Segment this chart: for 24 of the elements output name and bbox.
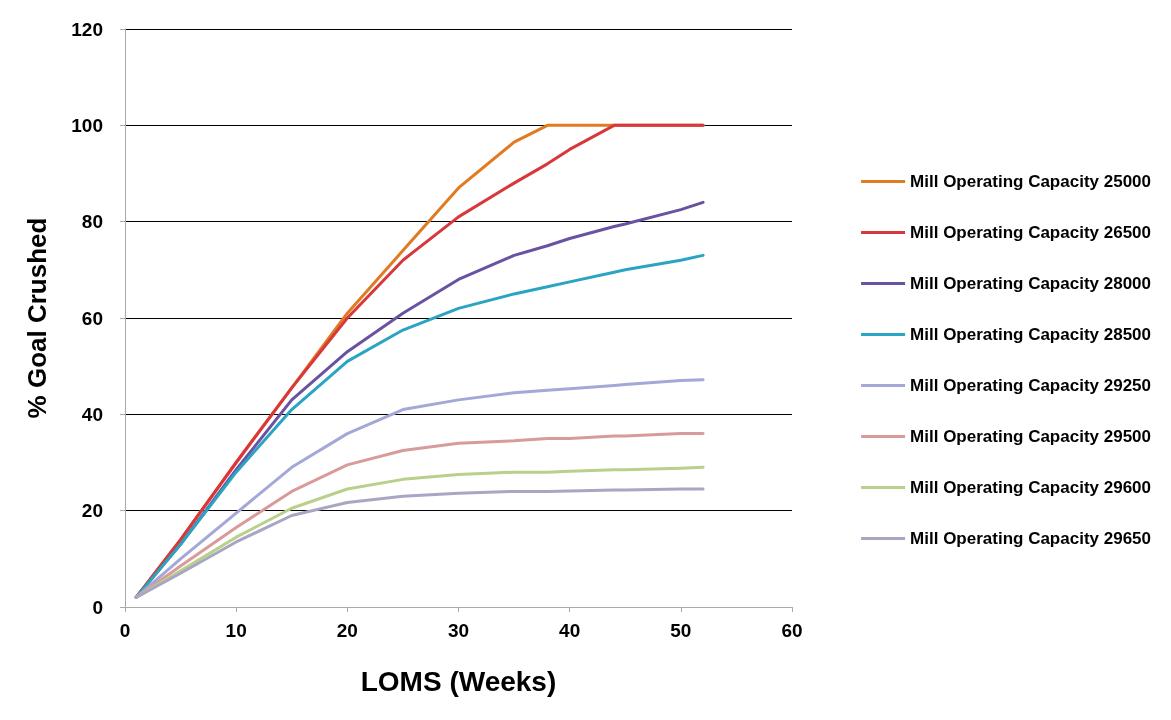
x-axis-title: LOMS (Weeks) [360, 665, 557, 697]
x-tick-label: 10 [225, 620, 247, 641]
x-tick-label: 60 [781, 620, 803, 641]
y-tick-label: 80 [81, 211, 103, 233]
x-tick-label: 30 [447, 620, 470, 641]
legend-label: Mill Operating Capacity 29600 [910, 478, 1151, 497]
legend-label: Mill Operating Capacity 29250 [910, 376, 1151, 395]
y-tick-label: 0 [92, 596, 103, 618]
legend-label: Mill Operating Capacity 29500 [910, 427, 1151, 446]
x-tick-label: 40 [559, 620, 581, 641]
legend-label: Mill Operating Capacity 28500 [910, 325, 1151, 344]
x-tick-label: 50 [670, 620, 692, 641]
x-tick-label: 0 [119, 620, 131, 641]
legend-label: Mill Operating Capacity 25000 [910, 172, 1151, 191]
y-tick-label: 20 [81, 500, 103, 522]
legend-label: Mill Operating Capacity 29650 [910, 529, 1151, 548]
y-tick-label: 60 [81, 307, 103, 329]
legend-label: Mill Operating Capacity 28000 [910, 274, 1151, 293]
y-tick-label: 40 [81, 403, 103, 425]
legend-label: Mill Operating Capacity 26500 [910, 223, 1151, 242]
y-tick-label: 120 [71, 18, 103, 40]
y-axis-title: % Goal Crushed [22, 217, 52, 419]
y-tick-label: 100 [71, 114, 103, 136]
x-tick-label: 20 [336, 620, 358, 641]
